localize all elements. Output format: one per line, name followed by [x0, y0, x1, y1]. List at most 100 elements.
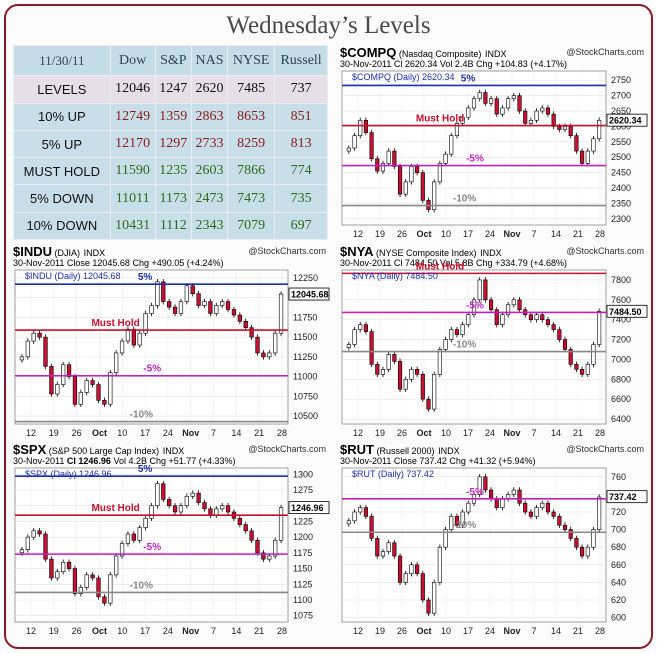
- level-label: -5%: [466, 487, 484, 498]
- x-tick-label: 21: [573, 229, 583, 239]
- x-tick-label: 7: [211, 428, 216, 438]
- x-tick-label: 12: [26, 428, 36, 438]
- candle-body: [562, 524, 568, 530]
- x-tick-label: 12: [353, 229, 363, 239]
- candle-body: [125, 533, 131, 544]
- chart-indu: $INDU (DJIA) INDX @StockCharts.com 30-Nov-…: [13, 244, 330, 439]
- candle-body: [114, 555, 119, 576]
- candle-body: [454, 329, 459, 335]
- x-tick-label: Nov: [182, 626, 199, 636]
- candle-body: [523, 110, 528, 124]
- candle-body: [386, 354, 391, 370]
- candle-body: [437, 546, 442, 583]
- candle-body: [220, 301, 225, 306]
- y-tick-label: 680: [611, 542, 626, 552]
- candle-body: [449, 329, 454, 340]
- candle-body: [143, 517, 148, 529]
- x-tick-label: 26: [397, 626, 407, 636]
- level-label: -5%: [466, 300, 484, 311]
- y-tick-label: 2650: [611, 106, 631, 116]
- x-tick-label: 24: [163, 428, 173, 438]
- row-label: 5% DOWN: [13, 184, 111, 213]
- candle-body: [426, 200, 431, 210]
- candle-body: [102, 596, 107, 604]
- candle-body: [278, 507, 284, 541]
- row-label: MUST HOLD: [13, 157, 111, 186]
- candle-body: [557, 516, 562, 526]
- y-tick-label: 1225: [293, 516, 313, 526]
- x-tick-label: 17: [463, 428, 473, 438]
- candle-body: [231, 309, 237, 316]
- candle-body: [358, 324, 363, 330]
- y-tick-label: 7200: [611, 335, 631, 345]
- row-label: 5% UP: [13, 129, 111, 159]
- candle-body: [267, 352, 272, 358]
- level-label: -10%: [453, 520, 476, 531]
- candle-body: [506, 494, 511, 500]
- candle-body: [352, 329, 357, 345]
- x-tick-label: 14: [551, 626, 561, 636]
- candle-body: [243, 524, 248, 532]
- candle-body: [591, 529, 596, 548]
- chart-exchange: INDX: [162, 446, 185, 456]
- y-tick-label: 720: [611, 507, 626, 517]
- y-tick-label: 7400: [611, 315, 631, 325]
- row-label: 10% DOWN: [13, 211, 111, 241]
- candle-body: [489, 299, 494, 311]
- chart-legend: $RUT (Daily) 737.42: [352, 469, 434, 479]
- x-tick-label: 26: [397, 229, 407, 239]
- candle-body: [483, 476, 488, 491]
- candle-body: [506, 304, 511, 316]
- candle-body: [167, 301, 172, 308]
- table-cell: 8653: [227, 102, 276, 131]
- chart-symbol: $RUT: [340, 442, 374, 457]
- candle-body: [397, 361, 403, 390]
- column-header: NAS: [190, 44, 229, 77]
- candle-body: [273, 332, 278, 354]
- chart-compq: $COMPQ (Nasdaq Composite) INDX @StockChar…: [340, 45, 648, 240]
- candle-body: [437, 349, 442, 375]
- candle-body: [415, 564, 420, 574]
- chart-svg: 600 620 640 660 680 700 720 740 760 12 19 26 Oct 10 17…: [341, 467, 648, 636]
- candle-body: [494, 309, 499, 325]
- candle-body: [19, 549, 25, 554]
- chart-exchange: INDX: [438, 446, 460, 456]
- candle-body: [506, 98, 511, 109]
- table-cell: 12170: [109, 129, 156, 159]
- candle-body: [574, 538, 579, 548]
- candle-body: [363, 324, 368, 332]
- x-tick-label: 28: [595, 626, 605, 636]
- candle-body: [243, 321, 248, 328]
- candle-body: [517, 299, 522, 311]
- table-cell: 7079: [227, 211, 276, 241]
- y-tick-label: 740: [611, 489, 626, 499]
- table-cell: 851: [274, 102, 328, 131]
- last-value-box: [606, 490, 648, 504]
- candle-body: [517, 95, 522, 112]
- x-tick-label: 19: [49, 428, 59, 438]
- chart-legend: $COMPQ (Daily) 2620.34: [352, 72, 455, 82]
- x-tick-label: 21: [573, 428, 583, 438]
- candle-body: [249, 327, 254, 338]
- chart-header: $NYA (NYSE Composite Index) INDX: [340, 244, 502, 259]
- table-cell: 2733: [190, 129, 229, 159]
- x-tick-label: 28: [277, 428, 287, 438]
- candle-body: [190, 492, 195, 497]
- candle-body: [591, 344, 596, 365]
- table-row: MUST HOLD 11590 1235 2603 7866 774: [13, 157, 328, 186]
- level-label: -5%: [143, 542, 161, 553]
- candle-body: [172, 505, 178, 513]
- level-label: 5%: [138, 272, 153, 283]
- candle-body: [511, 299, 516, 306]
- candle-body: [352, 511, 357, 522]
- candle-body: [261, 552, 266, 560]
- level-label: 5%: [461, 73, 476, 84]
- candle-body: [534, 314, 539, 320]
- y-tick-label: 2350: [611, 198, 631, 208]
- y-tick-label: 700: [611, 525, 626, 535]
- column-header: Dow: [109, 44, 156, 77]
- candle-body: [426, 599, 431, 614]
- stockcharts-credit: @StockCharts.com: [248, 246, 326, 256]
- candle-body: [72, 376, 78, 405]
- y-tick-label: 2700: [611, 91, 631, 101]
